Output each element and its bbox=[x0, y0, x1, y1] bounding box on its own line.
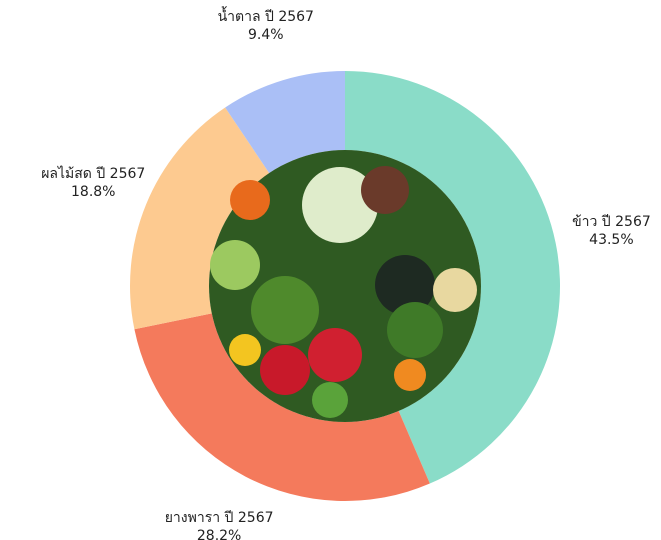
slice bbox=[225, 71, 345, 174]
center-image bbox=[209, 150, 481, 422]
slice bbox=[134, 313, 430, 501]
slice bbox=[130, 107, 270, 330]
slice-label: ข้าว ปี 2567 bbox=[572, 214, 651, 230]
slice-value-label: 28.2% bbox=[197, 528, 241, 540]
slice-value-label: 9.4% bbox=[248, 27, 284, 43]
slice-label: ยางพารา ปี 2567 bbox=[165, 510, 274, 526]
slice-label: ผลไม้สด ปี 2567 bbox=[41, 165, 145, 182]
slice-value-label: 18.8% bbox=[71, 184, 115, 200]
slice bbox=[345, 71, 560, 484]
slice-label: น้ำตาล ปี 2567 bbox=[218, 6, 314, 25]
slice-value-label: 43.5% bbox=[589, 232, 633, 248]
